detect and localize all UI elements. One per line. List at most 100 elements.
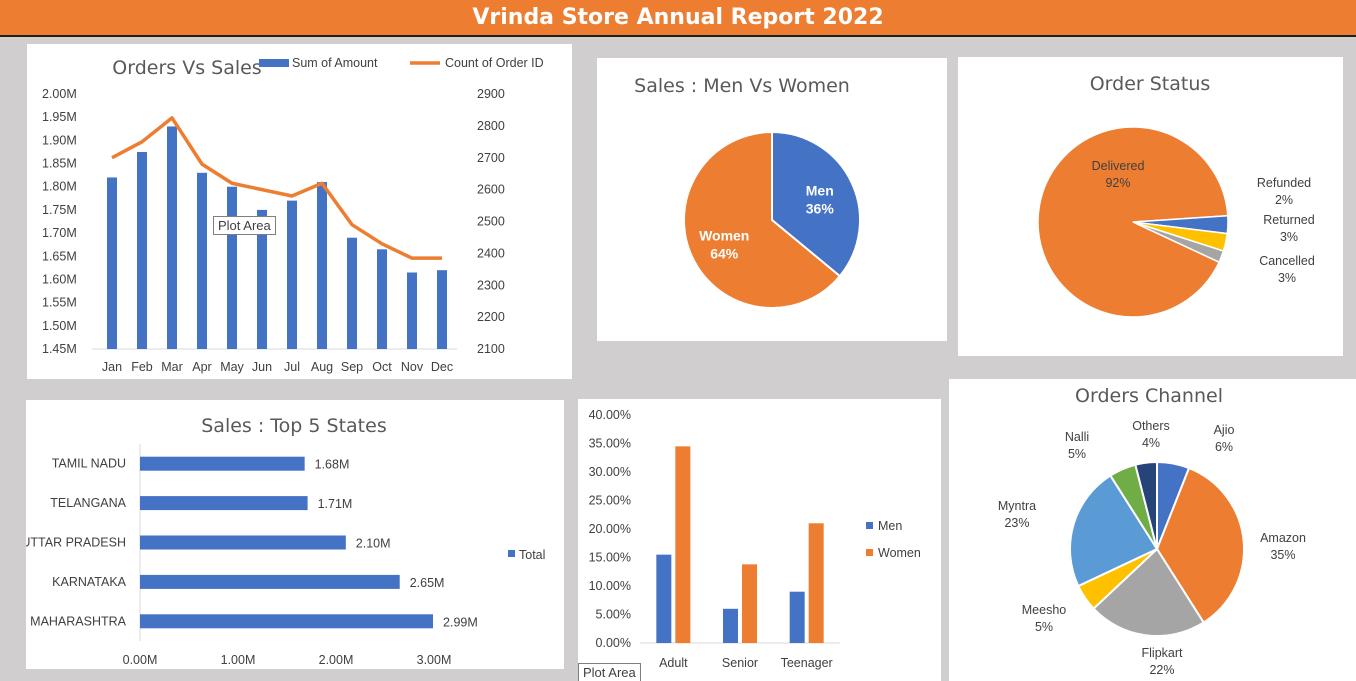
pie-label-others: Others bbox=[1132, 419, 1170, 433]
pie-label-delivered: Delivered bbox=[1092, 159, 1145, 173]
y-left-tick: 1.65M bbox=[42, 249, 77, 263]
sales-men-women-panel[interactable]: Sales : Men Vs Women Men 36% Women 64% bbox=[597, 58, 947, 341]
x-tick-apr: Apr bbox=[192, 360, 211, 374]
pie-label-amazon: Amazon bbox=[1260, 531, 1306, 545]
bar-karnataka bbox=[140, 574, 400, 589]
pie-label-returned: Returned bbox=[1263, 213, 1314, 227]
legend-label-total: Total bbox=[519, 548, 545, 562]
x-tick-oct: Oct bbox=[372, 360, 392, 374]
pie-label-cancelled: Cancelled bbox=[1259, 254, 1315, 268]
order-status-panel[interactable]: Order Status Delivered 92% Refunded 2% Return… bbox=[958, 57, 1343, 356]
orders-vs-sales-panel[interactable]: Orders Vs Sales Sum of Amount Count of Ord… bbox=[27, 44, 572, 379]
pie-value-returned: 3% bbox=[1280, 230, 1298, 244]
x-tick-adult: Adult bbox=[659, 656, 688, 670]
legend-label-men: Men bbox=[878, 519, 902, 533]
x-tick-feb: Feb bbox=[131, 360, 153, 374]
pie-slice-others bbox=[1134, 460, 1158, 550]
y-left-tick: 1.45M bbox=[42, 342, 77, 356]
y-left-tick: 1.95M bbox=[42, 110, 77, 124]
pie-slice-flipkart bbox=[1092, 547, 1205, 637]
pie-value-meesho: 5% bbox=[1035, 620, 1053, 634]
bar-amount-mar bbox=[167, 126, 177, 349]
bar-amount-sep bbox=[347, 237, 357, 349]
pie-label-myntra: Myntra bbox=[998, 499, 1036, 513]
top5-states-panel[interactable]: Sales : Top 5 States TAMIL NADU 1.68M TELAN… bbox=[26, 400, 564, 669]
orders-channel-panel[interactable]: Orders Channel Ajio 6% Amazon 35% Flipkart 22%… bbox=[949, 379, 1356, 681]
age-gender-panel[interactable]: 0.00% 5.00% 10.00% 15.00% 20.00% 25.00% 30.00%… bbox=[578, 399, 941, 681]
y-right-tick: 2700 bbox=[477, 151, 505, 165]
x-tick-jun: Jun bbox=[252, 360, 272, 374]
pie-label-refunded: Refunded bbox=[1257, 176, 1311, 190]
y-left-tick: 2.00M bbox=[42, 87, 77, 101]
y-right-tick: 2100 bbox=[477, 342, 505, 356]
pie-slice-men bbox=[771, 130, 861, 278]
pie-value-delivered: 92% bbox=[1105, 176, 1130, 190]
data-label-tamil-nadu: 1.68M bbox=[315, 458, 350, 472]
pie-value-refunded: 2% bbox=[1275, 193, 1293, 207]
y-left-tick: 1.50M bbox=[42, 319, 77, 333]
bar-telangana bbox=[140, 496, 308, 511]
x-tick-sep: Sep bbox=[341, 360, 363, 374]
pie-slice-refunded bbox=[1132, 221, 1225, 264]
y-tick: 25.00% bbox=[589, 494, 631, 508]
chart-title: Orders Vs Sales bbox=[112, 57, 261, 79]
y-right-tick: 2200 bbox=[477, 310, 505, 324]
chart-title: Sales : Men Vs Women bbox=[634, 75, 850, 97]
orders-channel-chart: Orders Channel Ajio 6% Amazon 35% Flipkart 22%… bbox=[998, 385, 1306, 677]
report-title: Vrinda Store Annual Report 2022 bbox=[472, 5, 884, 30]
legend-swatch-amount bbox=[259, 59, 289, 67]
y-right-tick: 2300 bbox=[477, 278, 505, 292]
bar-amount-jun bbox=[257, 209, 267, 349]
pie-label-women: Women bbox=[699, 227, 749, 243]
legend-label-amount: Sum of Amount bbox=[292, 56, 378, 70]
bar-men-teenager bbox=[789, 591, 805, 643]
plot-area-tooltip: Plot Area bbox=[213, 216, 276, 235]
y-tick: 40.00% bbox=[589, 408, 631, 422]
x-tick: 2.00M bbox=[319, 653, 354, 667]
pie-value-ajio: 6% bbox=[1215, 440, 1233, 454]
pie-label-ajio: Ajio bbox=[1214, 423, 1235, 437]
pie-label-nalli: Nalli bbox=[1065, 430, 1089, 444]
x-tick-nov: Nov bbox=[401, 360, 424, 374]
bar-women-adult bbox=[675, 446, 691, 643]
order-status-chart: Order Status Delivered 92% Refunded 2% Return… bbox=[1037, 73, 1315, 318]
x-tick-senior: Senior bbox=[722, 656, 758, 670]
data-label-karnataka: 2.65M bbox=[410, 576, 445, 590]
top5-states-chart: Sales : Top 5 States TAMIL NADU 1.68M TELAN… bbox=[26, 415, 545, 667]
chart-title: Order Status bbox=[1090, 73, 1211, 95]
legend-swatch-women bbox=[866, 549, 873, 556]
bar-women-senior bbox=[742, 564, 757, 643]
legend-swatch-men bbox=[866, 522, 873, 529]
pie-value-men: 36% bbox=[806, 201, 835, 217]
plot-area-tooltip-2: Plot Area bbox=[578, 663, 641, 681]
y-tick: 0.00% bbox=[596, 636, 631, 650]
bar-women-teenager bbox=[808, 523, 824, 643]
y-tick: 5.00% bbox=[596, 608, 631, 622]
x-tick: 3.00M bbox=[417, 653, 452, 667]
bar-men-senior bbox=[723, 608, 738, 643]
y-tick-uttar-pradesh: UTTAR PRADESH bbox=[26, 536, 126, 550]
legend-swatch-total bbox=[508, 550, 515, 557]
y-tick: 30.00% bbox=[589, 465, 631, 479]
y-right-tick: 2800 bbox=[477, 119, 505, 133]
y-left-tick: 1.75M bbox=[42, 203, 77, 217]
line-order-count bbox=[111, 116, 442, 260]
y-tick: 20.00% bbox=[589, 522, 631, 536]
y-tick: 15.00% bbox=[589, 551, 631, 565]
y-right-tick: 2400 bbox=[477, 246, 505, 260]
x-tick: 1.00M bbox=[221, 653, 256, 667]
bar-maharashtra bbox=[140, 614, 434, 629]
data-label-maharashtra: 2.99M bbox=[443, 615, 478, 629]
pie-value-myntra: 23% bbox=[1004, 516, 1029, 530]
pie-label-meesho: Meesho bbox=[1022, 603, 1067, 617]
x-tick-aug: Aug bbox=[311, 360, 333, 374]
pie-slice-delivered bbox=[1037, 126, 1229, 318]
bar-amount-apr bbox=[197, 172, 207, 349]
pie-slice-women bbox=[683, 130, 842, 309]
y-left-tick: 1.70M bbox=[42, 226, 77, 240]
y-right-tick: 2500 bbox=[477, 215, 505, 229]
x-tick-jan: Jan bbox=[102, 360, 122, 374]
y-right-tick: 2600 bbox=[477, 183, 505, 197]
y-tick-maharashtra: MAHARASHTRA bbox=[30, 614, 127, 628]
y-right-tick: 2900 bbox=[477, 87, 505, 101]
